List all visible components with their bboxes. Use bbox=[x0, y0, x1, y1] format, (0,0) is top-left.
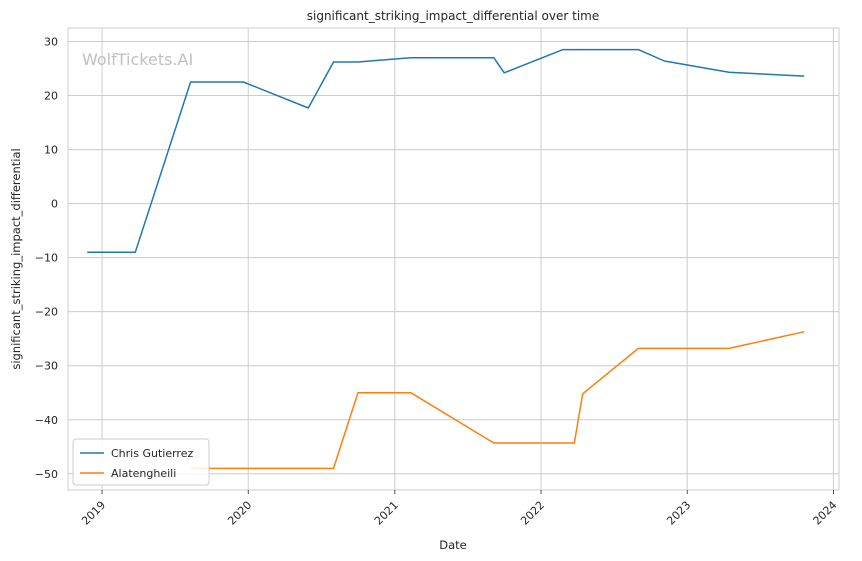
y-tick-label: 30 bbox=[44, 36, 58, 49]
series-line-alatengheili bbox=[190, 330, 805, 470]
legend-label-alatengheili: Alatengheili bbox=[111, 467, 176, 480]
y-tick-label: −50 bbox=[35, 468, 58, 481]
y-grid bbox=[68, 41, 839, 475]
x-axis-title: Date bbox=[439, 538, 467, 552]
y-tick-label: 10 bbox=[44, 144, 58, 157]
x-tick-label: 2019 bbox=[79, 499, 108, 528]
x-tick-label: 2021 bbox=[372, 499, 401, 528]
legend-label-chris-gutierrez: Chris Gutierrez bbox=[111, 447, 193, 460]
x-tick-label: 2024 bbox=[811, 499, 840, 528]
x-grid bbox=[101, 28, 834, 490]
plot-area bbox=[67, 27, 840, 491]
y-axis-title: significant_striking_impact_differential bbox=[9, 148, 23, 369]
legend-box bbox=[72, 438, 210, 486]
chart-title: significant_striking_impact_differential… bbox=[307, 9, 599, 23]
x-tick-label: 2022 bbox=[518, 499, 547, 528]
y-tick-label: 0 bbox=[51, 198, 58, 211]
y-tick-label: 20 bbox=[44, 90, 58, 103]
watermark: WolfTickets.AI bbox=[82, 50, 193, 69]
y-tick-label: −10 bbox=[35, 252, 58, 265]
x-tick-label: 2023 bbox=[664, 499, 693, 528]
y-tick-label: −30 bbox=[35, 360, 58, 373]
x-tick-label: 2020 bbox=[225, 499, 254, 528]
x-tick-labels: 2019 2020 2021 2022 2023 2024 bbox=[79, 490, 840, 528]
y-tick-label: −40 bbox=[35, 414, 58, 427]
y-tick-label: −20 bbox=[35, 306, 58, 319]
series-line-chris-gutierrez bbox=[87, 48, 805, 253]
legend: Chris Gutierrez Alatengheili bbox=[72, 438, 210, 486]
series-layer bbox=[87, 48, 805, 470]
y-tick-labels: −50 −40 −30 −20 −10 0 10 20 30 bbox=[35, 36, 58, 481]
